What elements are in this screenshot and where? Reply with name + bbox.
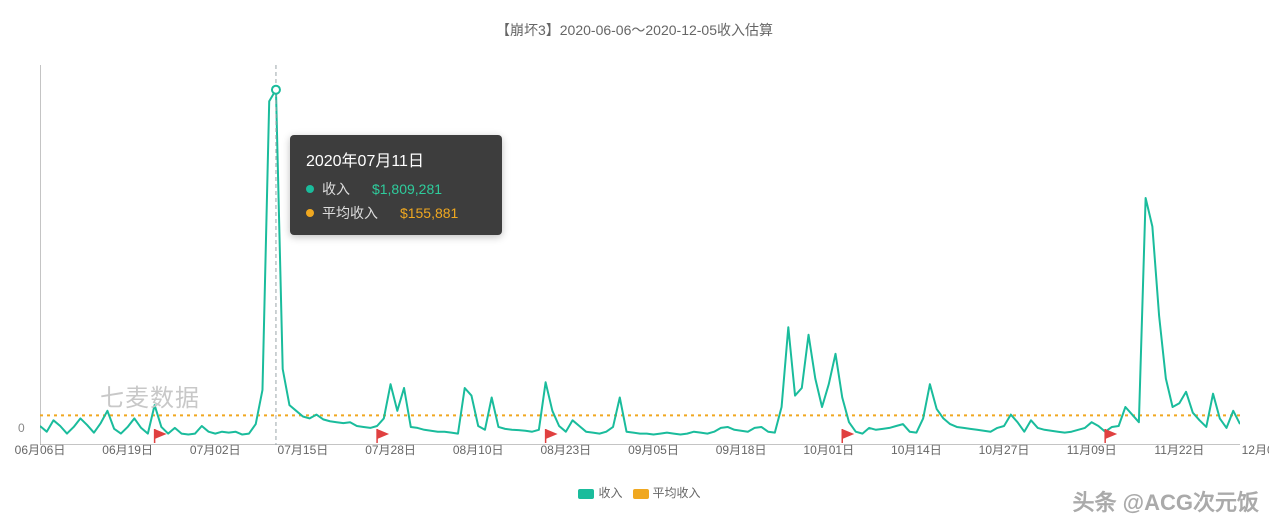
credit-text: 头条 @ACG次元饭 [1073,485,1259,517]
tooltip-row: 收入$1,809,281 [306,179,486,199]
x-tick-label: 09月18日 [716,441,767,458]
x-tick-label: 10月14日 [891,441,942,458]
x-tick-label: 07月28日 [365,441,416,458]
legend-swatch [633,489,649,499]
legend-label: 平均收入 [653,486,701,500]
x-tick-label: 11月22日 [1154,441,1204,458]
x-tick-label: 10月01日 [803,441,854,458]
x-tick-label: 07月15日 [278,441,329,458]
x-tick-label: 08月23日 [540,441,591,458]
y-axis-zero: 0 [18,421,25,435]
chart-title: 【崩坏3】2020-06-06～2020-12-05收入估算 [0,20,1269,40]
plot-area[interactable] [40,65,1240,445]
tooltip-date: 2020年07月11日 [306,147,486,171]
x-tick-label: 07月02日 [190,441,241,458]
x-tick-label: 09月05日 [628,441,679,458]
x-tick-label: 11月09日 [1067,441,1117,458]
legend-label: 收入 [598,486,622,500]
x-tick-label: 10月27日 [979,441,1030,458]
chart-container: 【崩坏3】2020-06-06～2020-12-05收入估算 0 06月06日 0… [0,0,1269,523]
x-tick-label: 08月10日 [453,441,504,458]
x-tick-label: 06月06日 [15,441,66,458]
x-axis-labels: 06月06日06月19日07月02日07月15日07月28日08月10日08月2… [40,441,1240,459]
x-tick-label: 12月05日 [1242,441,1269,458]
legend-swatch [578,489,594,499]
tooltip-row: 平均收入$155,881 [306,203,486,223]
x-tick-label: 06月19日 [102,441,153,458]
tooltip: 2020年07月11日 收入$1,809,281 平均收入$155,881 [290,135,502,235]
